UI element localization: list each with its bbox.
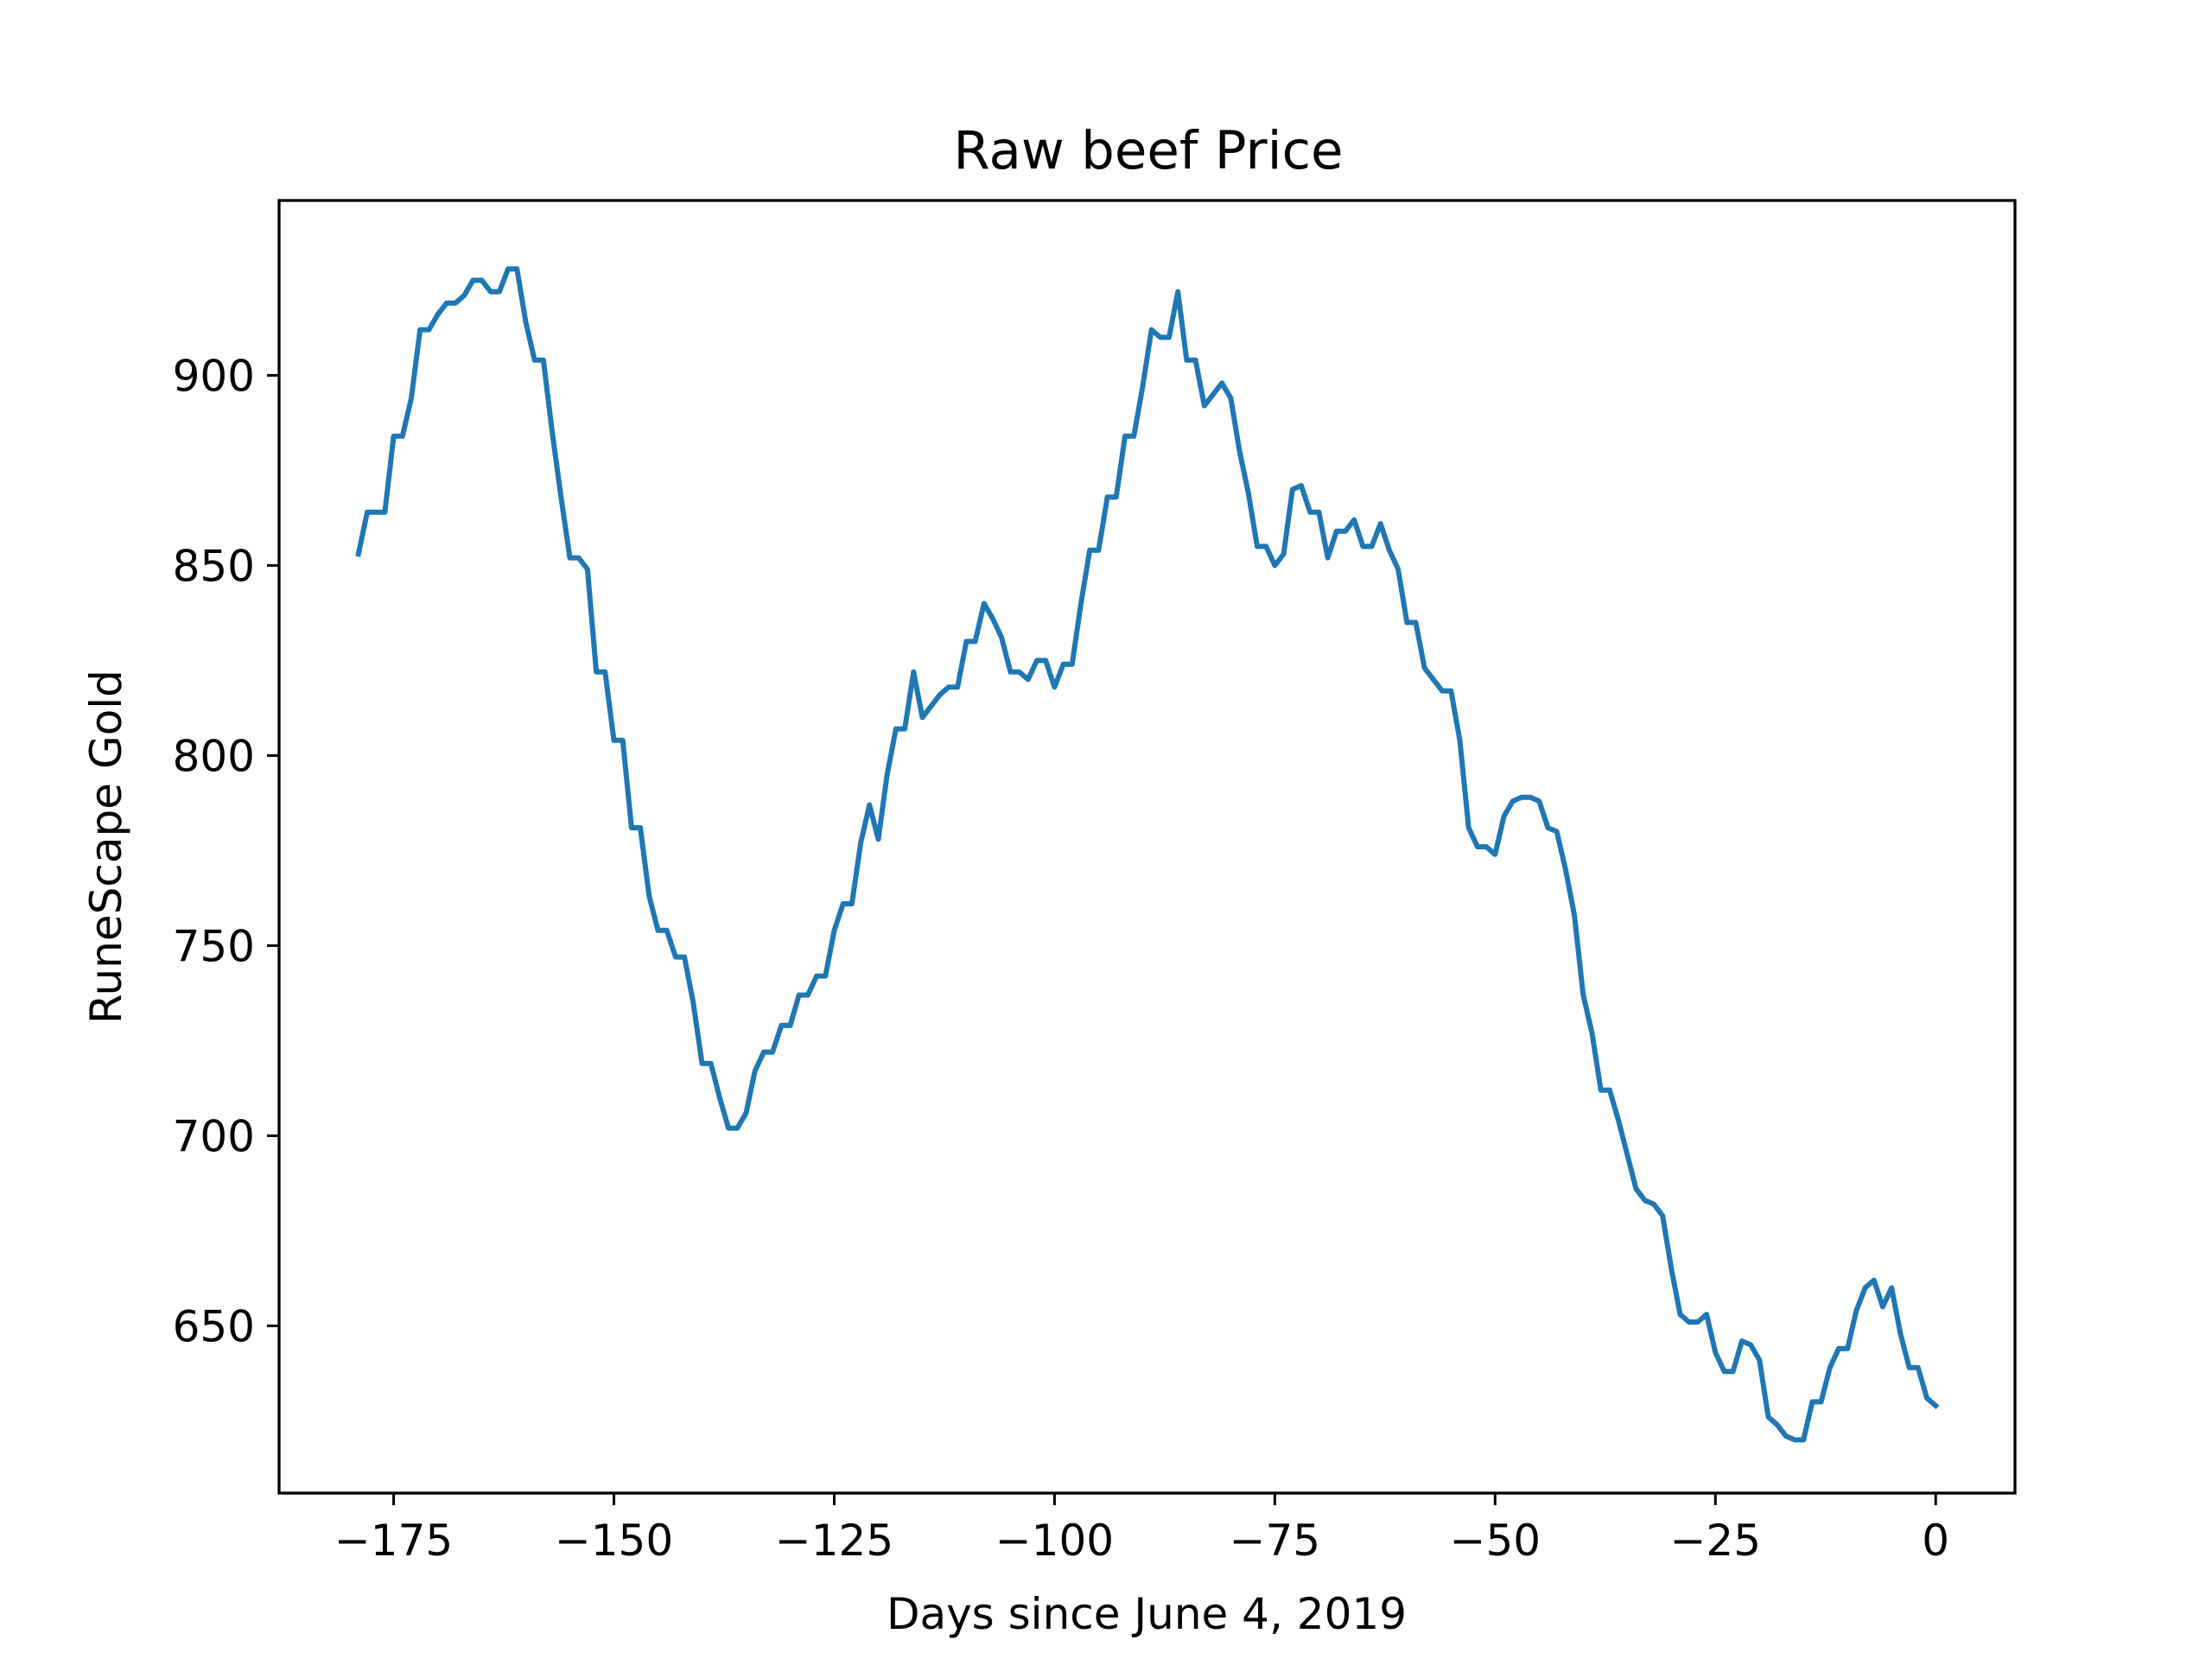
y-axis-label: RuneScape Gold (81, 670, 131, 1024)
x-tick-label: −100 (995, 1516, 1114, 1566)
plot-area (355, 266, 1940, 1443)
y-tick-label: 800 (173, 731, 255, 781)
chart-title: Raw beef Price (953, 120, 1343, 181)
y-tick-label: 650 (173, 1301, 255, 1351)
x-tick-label: −25 (1670, 1516, 1762, 1566)
x-tick-label: −175 (334, 1516, 453, 1566)
x-axis-label: Days since June 4, 2019 (887, 1589, 1407, 1639)
x-tick-label: −150 (555, 1516, 673, 1566)
plot-frame (277, 199, 2017, 1495)
y-tick-label: 850 (173, 541, 255, 591)
x-tick-label: −75 (1230, 1516, 1321, 1566)
x-tick-label: −125 (775, 1516, 893, 1566)
series-line-0 (355, 266, 1940, 1443)
y-tick-label: 750 (173, 921, 255, 971)
y-tick-label: 900 (173, 351, 255, 401)
x-axis: −175 −150 −125 −100 −75 −50 −25 0 (334, 1493, 1949, 1566)
y-axis: 650 700 750 800 850 900 (173, 351, 279, 1351)
x-tick-label: −50 (1450, 1516, 1541, 1566)
y-tick-label: 700 (173, 1111, 255, 1161)
x-tick-label: 0 (1922, 1516, 1949, 1566)
